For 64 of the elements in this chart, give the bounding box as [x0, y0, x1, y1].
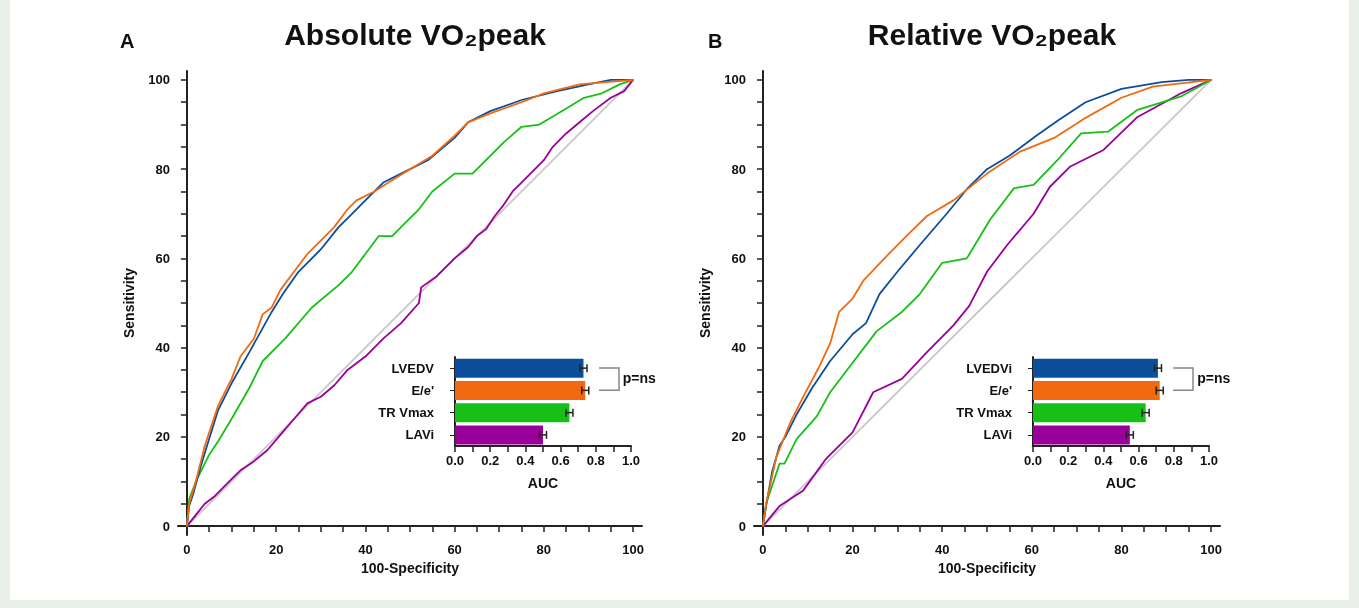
- text: B: [708, 30, 723, 53]
- y-tick-label: LAVi: [405, 427, 434, 443]
- bar: [455, 403, 570, 423]
- y-tick-label: LAVi: [983, 427, 1012, 443]
- x-tick-label: 80: [536, 542, 552, 557]
- y-tick-label: 0: [162, 518, 170, 534]
- x-tick-label: 80: [1114, 542, 1129, 557]
- x-axis-title: AUC: [527, 475, 559, 491]
- y-tick-label: LVEDV: [391, 360, 435, 376]
- x-tick-label: 100: [622, 542, 644, 557]
- x-axis-title: 100-Specificity: [360, 560, 460, 576]
- y-tick-label: 100: [724, 72, 746, 88]
- y-tick-label: 80: [731, 161, 746, 177]
- x-tick-label: 60: [447, 542, 462, 557]
- x-tick-label: 0.6: [1129, 453, 1148, 468]
- y-tick-label: 60: [731, 250, 746, 266]
- y-tick-label: E/e': [989, 382, 1012, 398]
- x-tick-label: 0: [759, 542, 767, 557]
- bar: [455, 358, 584, 378]
- x-tick-label: 40: [358, 542, 373, 557]
- y-tick-label: TR Vmax: [956, 405, 1013, 421]
- x-tick-label: 0.2: [1059, 453, 1078, 468]
- y-tick-label: E/e': [411, 382, 434, 398]
- bar: [455, 425, 543, 445]
- chart-title: Relative VO₂peak: [867, 17, 1117, 51]
- x-tick-label: 20: [845, 542, 860, 557]
- y-axis-title: Sensitivity: [121, 267, 137, 339]
- x-axis-title: AUC: [1105, 475, 1137, 491]
- annotation: p=ns: [1197, 370, 1231, 387]
- x-axis-title: 100-Specificity: [937, 560, 1037, 576]
- bar: [1033, 425, 1130, 445]
- x-tick-label: 0.4: [1094, 453, 1114, 468]
- x-tick-label: 0.4: [516, 453, 536, 468]
- bar: [1033, 380, 1160, 400]
- x-tick-label: 20: [268, 542, 284, 557]
- x-tick-label: 0.2: [481, 453, 500, 468]
- x-tick-label: 0.6: [551, 453, 570, 468]
- x-tick-label: 0.8: [586, 453, 605, 468]
- y-tick-label: 20: [155, 429, 170, 445]
- bar: [1033, 403, 1146, 423]
- x-tick-label: 100: [1200, 542, 1222, 557]
- y-tick-label: 0: [738, 518, 746, 534]
- y-axis-title: Sensitivity: [697, 267, 713, 339]
- chart-title: Absolute VO₂peak: [284, 17, 547, 51]
- y-tick-label: 100: [148, 72, 170, 88]
- x-tick-label: 0.8: [1164, 453, 1183, 468]
- x-tick-label: 1.0: [1199, 453, 1219, 468]
- annotation: p=ns: [622, 370, 656, 387]
- x-tick-label: 0.0: [445, 453, 465, 468]
- y-tick-label: 40: [155, 340, 170, 356]
- x-tick-label: 40: [934, 542, 950, 557]
- x-tick-label: 0.0: [1023, 453, 1043, 468]
- y-tick-label: 40: [731, 340, 746, 356]
- y-tick-label: 80: [155, 161, 170, 177]
- bar: [455, 380, 586, 400]
- y-tick-label: TR Vmax: [378, 405, 435, 421]
- text: A: [120, 30, 135, 53]
- bar: [1033, 358, 1158, 378]
- y-tick-label: 20: [731, 429, 746, 445]
- x-tick-label: 0: [183, 542, 191, 557]
- x-tick-label: 1.0: [621, 453, 641, 468]
- y-tick-label: LVEDVi: [966, 360, 1012, 376]
- y-tick-label: 60: [155, 250, 170, 266]
- x-tick-label: 60: [1024, 542, 1040, 557]
